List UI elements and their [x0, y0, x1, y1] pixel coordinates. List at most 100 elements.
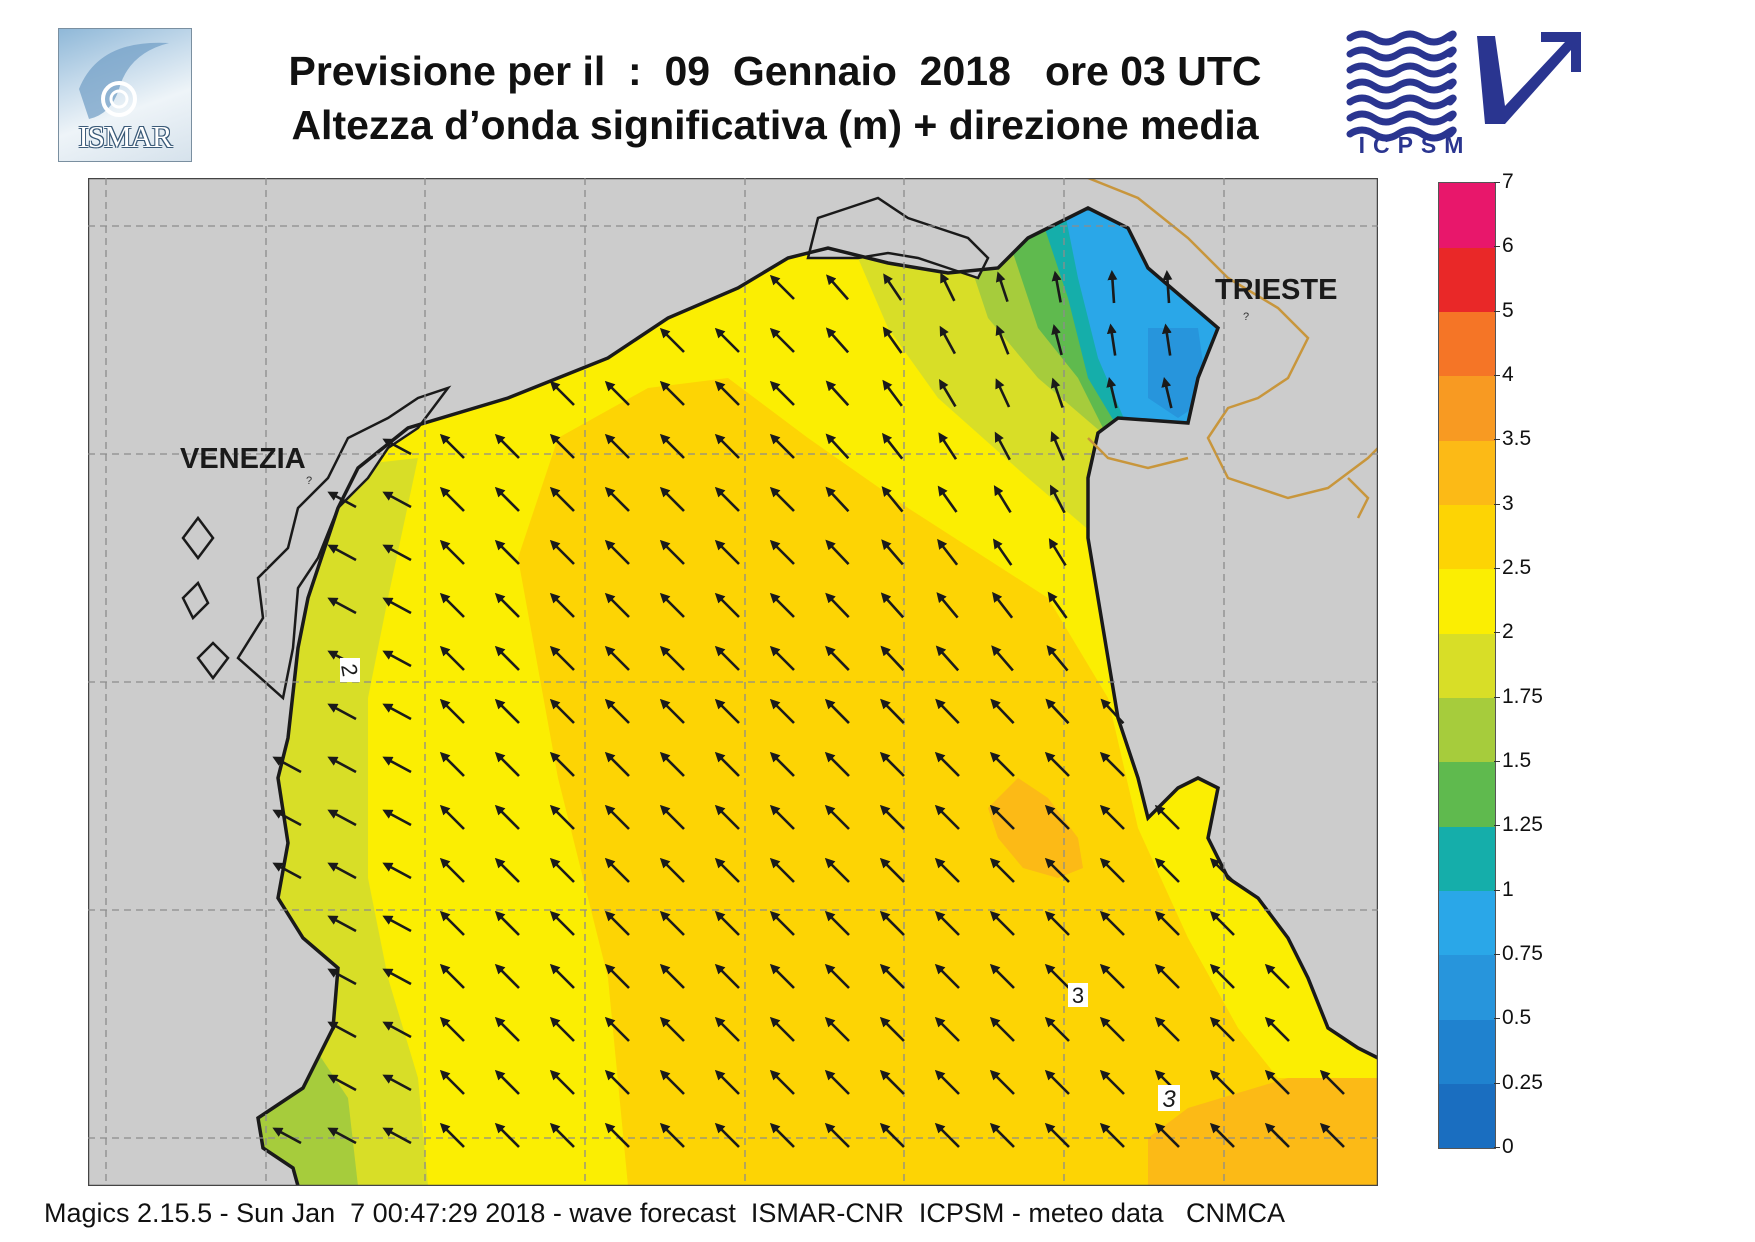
wave-direction-arrow: [1209, 857, 1235, 883]
wave-direction-arrow: [604, 804, 630, 830]
wave-direction-arrow: [494, 963, 520, 989]
wave-direction-arrow: [382, 597, 412, 615]
wave-height-map: 2 3 3 ? ?: [88, 178, 1378, 1186]
wave-direction-arrow: [549, 1122, 575, 1148]
wave-direction-arrow: [439, 592, 465, 618]
wave-direction-arrow: [1044, 1069, 1070, 1095]
wave-direction-arrow: [604, 380, 630, 406]
wave-direction-arrow: [382, 756, 412, 774]
colorbar-label: 2.5: [1502, 556, 1532, 579]
colorbar-segment: [1439, 762, 1495, 827]
wave-direction-arrow: [769, 910, 795, 936]
wave-direction-arrow: [937, 485, 958, 513]
colorbar-tick: [1494, 246, 1500, 248]
colorbar-tick: [1494, 954, 1500, 955]
wave-direction-arrow: [1319, 1069, 1345, 1095]
contour-label-3-southeast: 3: [1162, 1086, 1176, 1113]
wave-direction-arrow: [1154, 804, 1180, 830]
wave-direction-arrow: [824, 1016, 850, 1042]
wave-direction-arrow: [494, 433, 520, 459]
wave-direction-arrow: [1319, 1122, 1345, 1148]
wave-direction-arrow: [824, 751, 850, 777]
colorbar-label: 1.5: [1502, 749, 1532, 772]
wave-direction-arrow: [382, 438, 412, 456]
wave-direction-arrow: [714, 857, 740, 883]
wave-direction-arrow: [934, 910, 960, 936]
wave-direction-arrow: [879, 963, 905, 989]
wave-direction-arrow: [1099, 751, 1125, 777]
wave-direction-arrow: [327, 809, 357, 827]
colorbar-label: 3.5: [1502, 427, 1532, 451]
wave-direction-arrow: [382, 862, 412, 880]
wave-direction-arrow: [769, 751, 795, 777]
wave-direction-arrow: [935, 645, 960, 672]
wave-direction-arrow: [439, 751, 465, 777]
wave-direction-arrow: [604, 1069, 630, 1095]
wave-direction-arrow: [604, 1016, 630, 1042]
wave-direction-arrow: [1044, 910, 1070, 936]
colorbar-segment: [1439, 955, 1495, 1020]
wave-direction-arrow: [769, 804, 795, 830]
colorbar-segment: [1439, 826, 1495, 892]
wave-direction-arrow: [714, 327, 740, 353]
colorbar-label: 4: [1502, 363, 1514, 386]
icpsm-logo-text: ICPSM: [1358, 132, 1472, 158]
wave-direction-arrow: [1045, 698, 1070, 725]
wave-direction-arrow: [989, 1122, 1015, 1148]
wave-direction-arrow: [549, 433, 575, 459]
colorbar-tick: [1494, 1018, 1500, 1020]
colorbar-tick: [1494, 182, 1500, 183]
wave-direction-arrow: [1154, 1016, 1180, 1042]
wave-direction-arrow: [1044, 1016, 1070, 1042]
wave-direction-arrow: [769, 380, 795, 406]
colorbar-tick: [1494, 825, 1500, 827]
wave-direction-arrow: [494, 1122, 520, 1148]
wave-direction-arrow: [382, 650, 412, 668]
wave-direction-arrow: [1209, 963, 1235, 989]
wave-direction-arrow: [1162, 270, 1173, 304]
wave-direction-arrow: [604, 539, 630, 565]
wave-direction-arrow: [934, 1122, 960, 1148]
wave-direction-arrow: [769, 486, 795, 512]
wave-direction-arrow: [1264, 1016, 1290, 1042]
wave-direction-arrow: [382, 915, 412, 933]
wave-direction-arrow: [549, 751, 575, 777]
wave-direction-arrow: [327, 703, 357, 721]
wave-direction-arrow: [549, 963, 575, 989]
ismar-swirl-icon: [79, 42, 169, 119]
grado-lagoon: [806, 196, 990, 280]
wave-direction-arrow: [989, 910, 1015, 936]
wave-direction-arrow: [382, 1021, 412, 1039]
wave-direction-arrow: [659, 804, 685, 830]
wave-direction-arrow: [494, 751, 520, 777]
colorbar-label: 5: [1502, 298, 1514, 322]
wave-direction-arrow: [879, 1122, 905, 1148]
wave-direction-arrow: [549, 645, 575, 671]
wave-direction-arrow: [604, 592, 630, 618]
colorbar: [1438, 182, 1496, 1149]
wave-direction-arrow: [825, 327, 850, 354]
wave-direction-arrow: [825, 380, 850, 407]
wave-direction-arrow: [935, 698, 960, 725]
wave-direction-arrow: [1154, 1122, 1180, 1148]
colorbar-tick: [1494, 1147, 1500, 1148]
band-2.5-3: [518, 378, 1378, 1186]
wave-direction-arrow: [1209, 1069, 1235, 1095]
wave-direction-arrow: [769, 857, 795, 883]
graticule: [88, 178, 1378, 1186]
wave-direction-arrow: [879, 804, 905, 830]
wave-direction-arrow: [1099, 1069, 1125, 1095]
wave-direction-arrow: [494, 645, 520, 671]
wave-direction-arrow: [1209, 910, 1235, 936]
wave-direction-arrow: [659, 751, 685, 777]
wave-direction-arrow: [769, 592, 795, 618]
wave-direction-arrow: [769, 1069, 795, 1095]
wave-direction-arrow: [825, 645, 850, 671]
wave-direction-arrow: [659, 327, 685, 353]
colorbar-segment: [1439, 633, 1495, 699]
wave-direction-arrow: [439, 1122, 465, 1148]
wave-direction-arrow: [824, 698, 850, 724]
wave-direction-arrow: [882, 379, 903, 407]
wave-direction-arrow: [934, 963, 960, 989]
wave-direction-arrow: [382, 1074, 412, 1092]
